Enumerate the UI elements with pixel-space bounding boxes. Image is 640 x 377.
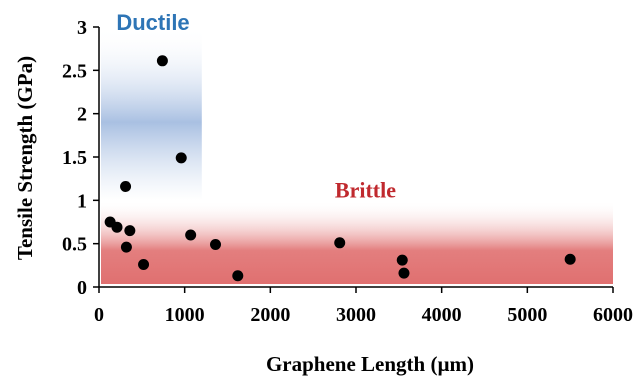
y-axis-title: Tensile Strength (GPa) xyxy=(13,56,37,260)
region-brittle xyxy=(101,200,613,284)
x-tick-label: 4000 xyxy=(422,304,462,326)
data-point xyxy=(398,267,410,279)
x-tick-label: 5000 xyxy=(507,304,547,326)
region-label-ductile: Ductile xyxy=(116,10,189,35)
data-point xyxy=(232,270,244,282)
y-tick-label: 0.5 xyxy=(62,234,87,256)
x-axis-title: Graphene Length (µm) xyxy=(266,352,474,376)
y-tick-label: 2.5 xyxy=(62,60,87,82)
data-point xyxy=(334,237,346,249)
y-tick-label: 0 xyxy=(77,277,87,299)
x-tick-label: 1000 xyxy=(165,304,205,326)
y-tick-label: 1.5 xyxy=(62,147,87,169)
data-point xyxy=(120,241,132,253)
y-tick-label: 3 xyxy=(77,17,87,39)
data-point xyxy=(120,180,132,192)
x-tick-label: 2000 xyxy=(250,304,290,326)
data-point xyxy=(564,253,576,265)
x-tick-label: 3000 xyxy=(336,304,376,326)
data-point xyxy=(175,152,187,164)
y-tick-label: 1 xyxy=(77,190,87,212)
data-point xyxy=(111,221,123,233)
region-label-brittle: Brittle xyxy=(335,177,396,202)
region-ductile xyxy=(101,27,202,201)
axes: 0 1000 2000 3000 4000 5000 6000 0 0.5 1 1.5 2 2.5 3 xyxy=(62,17,633,326)
region-layer: Ductile Brittle xyxy=(101,10,613,284)
data-point xyxy=(124,225,136,237)
data-point xyxy=(210,239,222,251)
data-point xyxy=(396,254,408,266)
data-points xyxy=(104,55,576,282)
x-tick-label: 6000 xyxy=(593,304,633,326)
x-tick-label: 0 xyxy=(94,304,104,326)
y-tick-label: 2 xyxy=(77,104,87,126)
data-point xyxy=(185,229,197,241)
data-point xyxy=(156,55,168,67)
data-point xyxy=(138,258,150,270)
